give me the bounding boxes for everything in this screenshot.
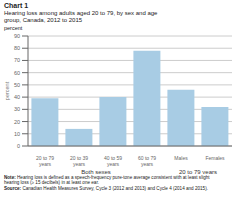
svg-text:20 to 79 years: 20 to 79 years (179, 169, 217, 174)
svg-text:30: 30 (14, 106, 20, 112)
svg-text:60 to 79years: 60 to 79years (138, 155, 156, 167)
svg-text:60: 60 (14, 70, 20, 76)
html-text:hearing loss (≥ 15 decibels) i: hearing loss (≥ 15 decibels) in at least… (4, 180, 99, 186)
svg-text:40 to 59years: 40 to 59years (104, 155, 122, 167)
svg-text:20 to 79years: 20 to 79years (36, 155, 54, 167)
html-text:Hearing loss among adults aged: Hearing loss among adults aged 20 to 79,… (4, 10, 158, 16)
html-text:Chart 1: Chart 1 (4, 2, 29, 9)
svg-text:20 to 39years: 20 to 39years (70, 155, 88, 167)
svg-text:50: 50 (14, 82, 20, 88)
html-text:percent: percent (4, 25, 23, 31)
svg-text:percent: percent (8, 81, 10, 100)
svg-text:Males: Males (174, 155, 188, 161)
svg-text:20: 20 (14, 119, 20, 125)
svg-text:40: 40 (14, 94, 20, 100)
html-text:Source: Canadian Health Measur: Source: Canadian Health Measures Survey,… (4, 185, 208, 191)
svg-text:Females: Females (205, 155, 225, 161)
svg-text:10: 10 (14, 131, 20, 137)
svg-text:80: 80 (14, 45, 20, 51)
svg-text:Both sexes: Both sexes (81, 169, 111, 174)
svg-text:0: 0 (17, 143, 20, 149)
svg-text:70: 70 (14, 57, 20, 63)
html-text:Note: Hearing loss is defined: Note: Hearing loss is defined as a speec… (4, 175, 210, 180)
html-text:group, Canada, 2012 to 2015: group, Canada, 2012 to 2015 (4, 17, 83, 23)
svg-text:90: 90 (14, 33, 20, 39)
